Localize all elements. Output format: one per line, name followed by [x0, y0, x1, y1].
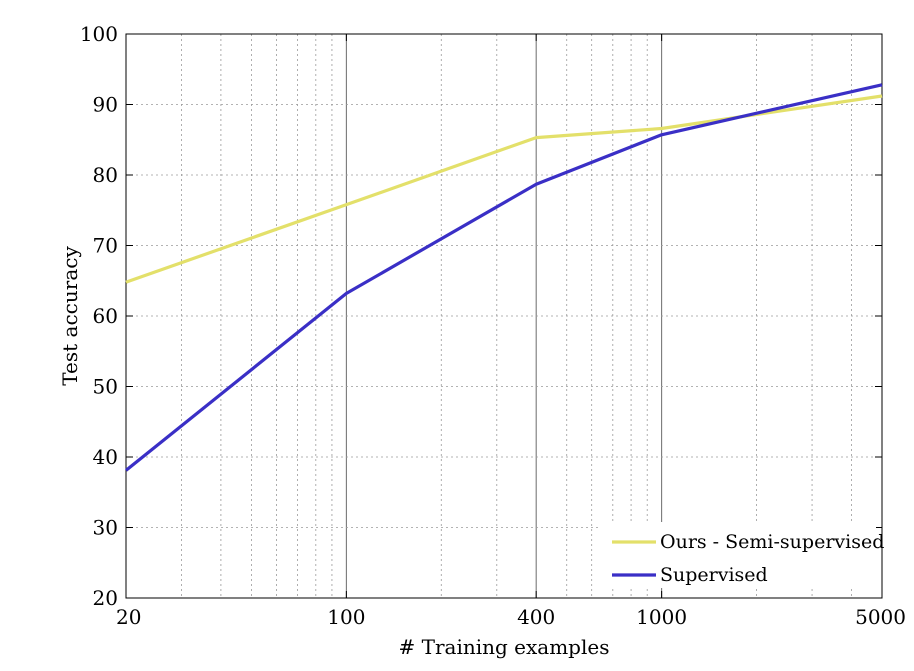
legend-box: [600, 522, 876, 588]
x-tick-label: 100: [327, 605, 365, 629]
y-tick-label: 60: [93, 304, 118, 328]
y-tick-label: 40: [93, 445, 118, 469]
y-tick-label: 50: [93, 375, 118, 399]
y-axis-label: Test accuracy: [58, 246, 82, 386]
x-tick-label: 400: [517, 605, 555, 629]
series-line: [125, 94, 883, 284]
plot-frame: [125, 33, 883, 599]
series-line: [124, 83, 883, 472]
legend-label: Ours - Semi-supervised: [660, 531, 884, 553]
legend-label: Supervised: [660, 564, 768, 586]
y-tick-label: 30: [93, 516, 118, 540]
series: [124, 83, 883, 472]
y-tick-label: 80: [93, 163, 118, 187]
y-tick-label: 100: [80, 22, 118, 46]
x-tick-label: 5000: [855, 605, 906, 629]
ticks: 20 30 40 50 60 70 80 90 100 20 100 400 1000 5000: [80, 22, 906, 629]
y-tick-label: 90: [93, 93, 118, 117]
x-axis-label: # Training examples: [399, 635, 610, 659]
legend: Ours - Semi-supervised Supervised: [600, 522, 884, 588]
x-tick-label: 1000: [636, 605, 687, 629]
y-tick-label: 20: [93, 586, 118, 610]
x-tick-label: 20: [116, 605, 141, 629]
grid: [126, 34, 882, 598]
y-tick-label: 70: [93, 234, 118, 258]
